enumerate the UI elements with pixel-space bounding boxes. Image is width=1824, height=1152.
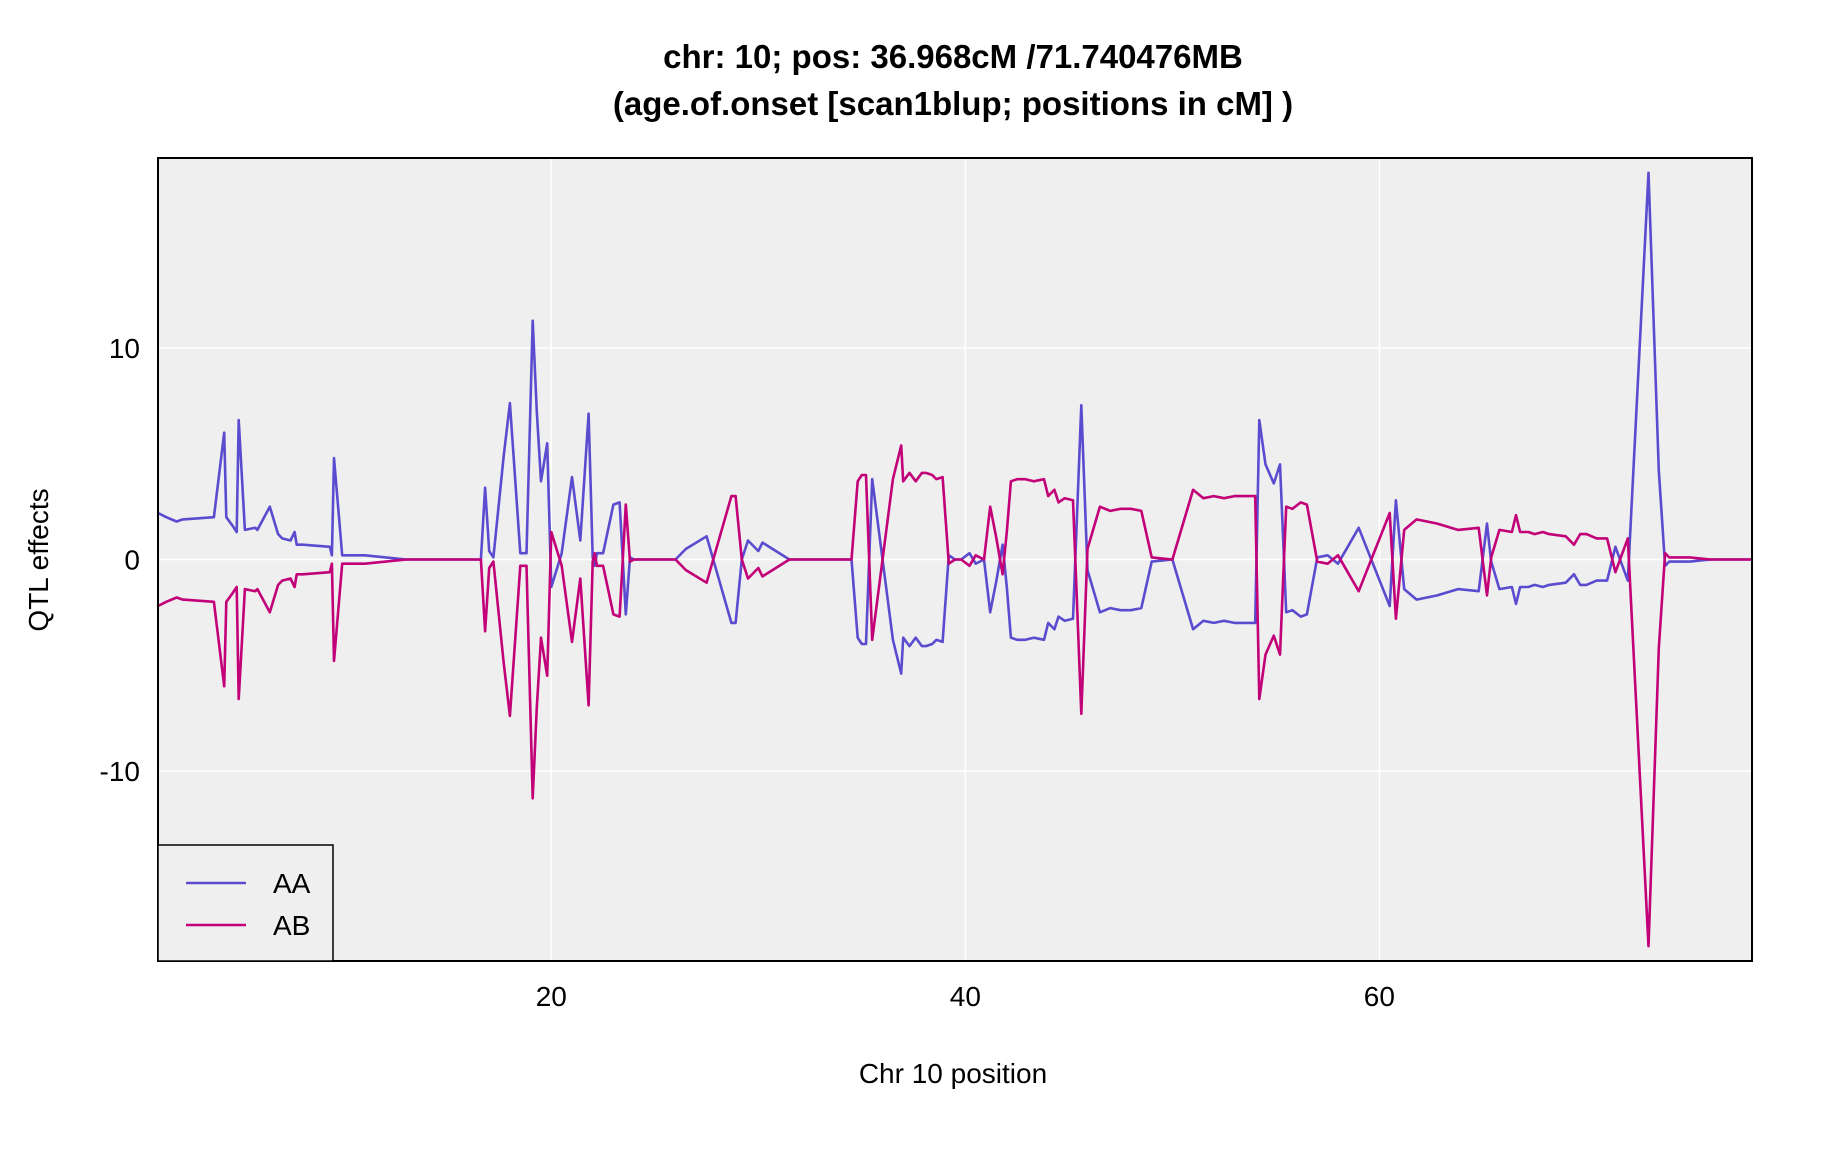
y-tick-label: 10: [109, 333, 140, 364]
x-tick-label: 20: [536, 981, 567, 1012]
ticks: 20 40 60 -10 0 10: [100, 333, 1395, 1012]
y-tick-label: -10: [100, 756, 140, 787]
y-axis-label: QTL effects: [23, 488, 54, 631]
x-tick-label: 40: [950, 981, 981, 1012]
plot-frame: [157, 157, 1753, 962]
series-line-ab: [157, 444, 1752, 948]
series-layer: [157, 171, 1752, 948]
y-tick-label: 0: [124, 545, 140, 576]
legend: AA AB: [157, 844, 334, 962]
x-axis-label: Chr 10 position: [859, 1058, 1047, 1089]
chart-title-line1: chr: 10; pos: 36.968cM /71.740476MB: [663, 38, 1243, 75]
grid: [158, 158, 1752, 961]
x-tick-label: 60: [1364, 981, 1395, 1012]
legend-label-ab: AB: [273, 910, 310, 941]
chart-title-line2: (age.of.onset [scan1blup; positions in c…: [613, 85, 1293, 122]
legend-label-aa: AA: [273, 868, 311, 899]
series-line-aa: [157, 171, 1752, 675]
legend-box: [157, 844, 334, 962]
